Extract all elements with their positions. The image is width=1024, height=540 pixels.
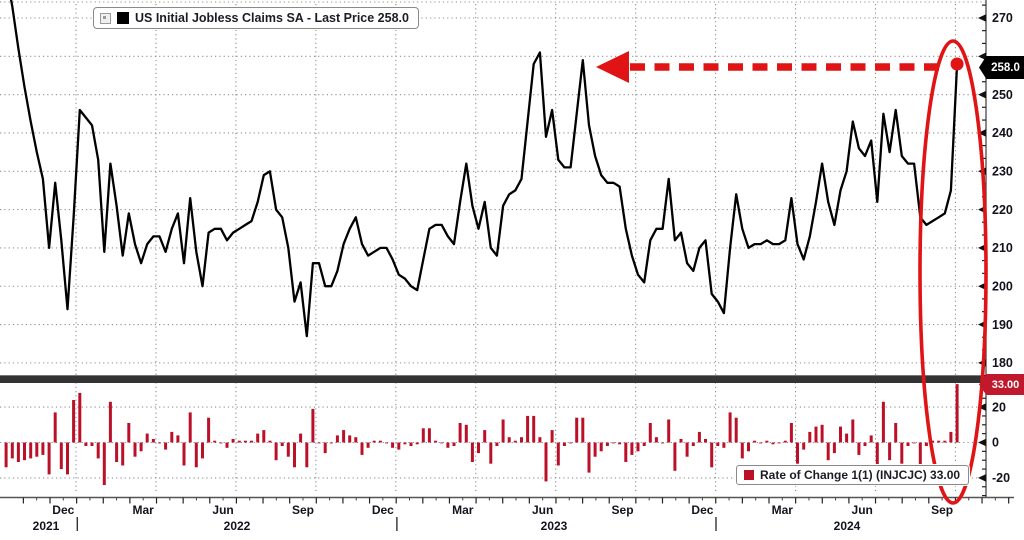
main-series-swatch-icon	[117, 12, 129, 24]
svg-text:Jun: Jun	[532, 503, 553, 517]
legend-roc-label: Rate of Change 1(1) (INJCJC) 33.00	[760, 468, 961, 482]
legend-main-series[interactable]: US Initial Jobless Claims SA - Last Pric…	[93, 7, 419, 29]
svg-text:Dec: Dec	[52, 503, 74, 517]
svg-text:Dec: Dec	[372, 503, 394, 517]
svg-text:-20: -20	[992, 471, 1010, 485]
svg-text:Mar: Mar	[452, 503, 474, 517]
svg-text:270: 270	[992, 11, 1013, 25]
last-price-value: 258.0	[991, 61, 1020, 74]
svg-text:Jun: Jun	[212, 503, 233, 517]
roc-series-swatch-icon	[744, 470, 754, 480]
svg-text:220: 220	[992, 203, 1013, 217]
svg-text:2021: 2021	[33, 519, 60, 533]
svg-text:250: 250	[992, 88, 1013, 102]
svg-text:2023: 2023	[541, 519, 568, 533]
svg-text:Mar: Mar	[133, 503, 155, 517]
roc-value: 33.00	[991, 378, 1020, 391]
legend-rate-of-change[interactable]: Rate of Change 1(1) (INJCJC) 33.00	[736, 465, 970, 485]
svg-text:0: 0	[992, 436, 999, 450]
svg-text:210: 210	[992, 241, 1013, 255]
roc-axis-badge: 33.00	[979, 374, 1024, 395]
svg-text:2022: 2022	[224, 519, 251, 533]
svg-text:Sep: Sep	[292, 503, 314, 517]
svg-text:Jun: Jun	[852, 503, 873, 517]
svg-text:240: 240	[992, 126, 1013, 140]
legend-grip-icon[interactable]	[100, 12, 111, 24]
svg-text:200: 200	[992, 279, 1013, 293]
last-price-axis-badge: 258.0	[979, 56, 1024, 79]
svg-text:Mar: Mar	[772, 503, 794, 517]
svg-text:Dec: Dec	[691, 503, 713, 517]
legend-main-series-label: US Initial Jobless Claims SA - Last Pric…	[135, 11, 409, 25]
svg-text:20: 20	[992, 400, 1006, 414]
svg-text:180: 180	[992, 356, 1013, 370]
svg-text:Sep: Sep	[612, 503, 634, 517]
svg-text:2024: 2024	[834, 519, 861, 533]
svg-text:230: 230	[992, 164, 1013, 178]
svg-text:Sep: Sep	[931, 503, 953, 517]
svg-text:190: 190	[992, 318, 1013, 332]
